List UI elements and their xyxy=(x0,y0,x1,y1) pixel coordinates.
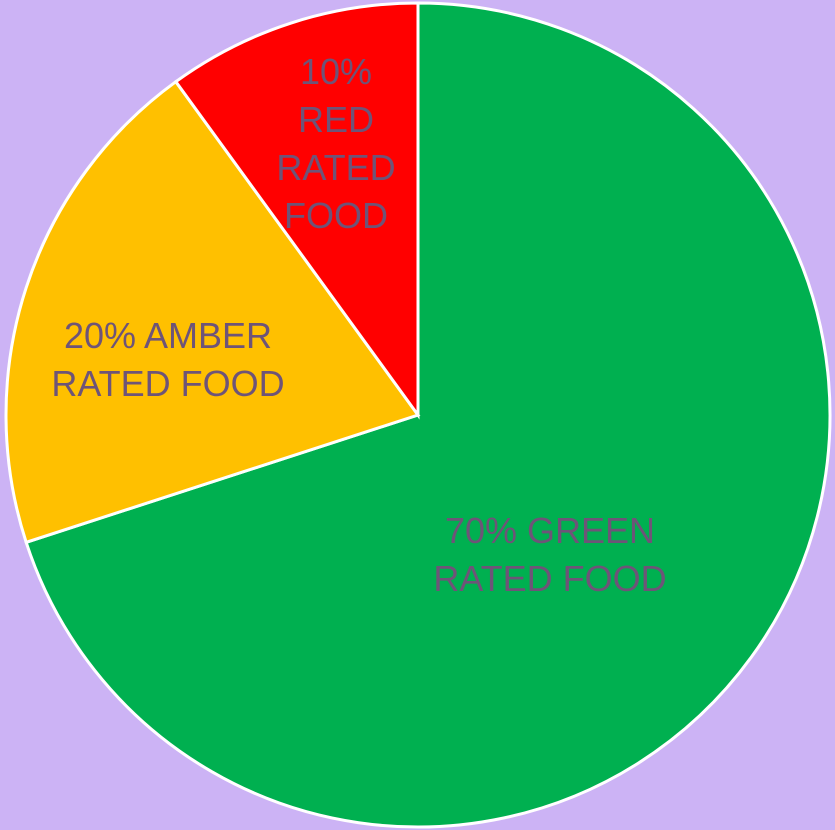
slice-label: 20% AMBER RATED FOOD xyxy=(51,315,285,404)
pie-slice xyxy=(173,1,420,420)
pie-slice xyxy=(24,1,832,829)
slice-label: 10% RED RATED FOOD xyxy=(276,51,396,236)
pie-slice xyxy=(4,79,421,545)
slice-label: 70% GREEN RATED FOOD xyxy=(433,510,667,599)
